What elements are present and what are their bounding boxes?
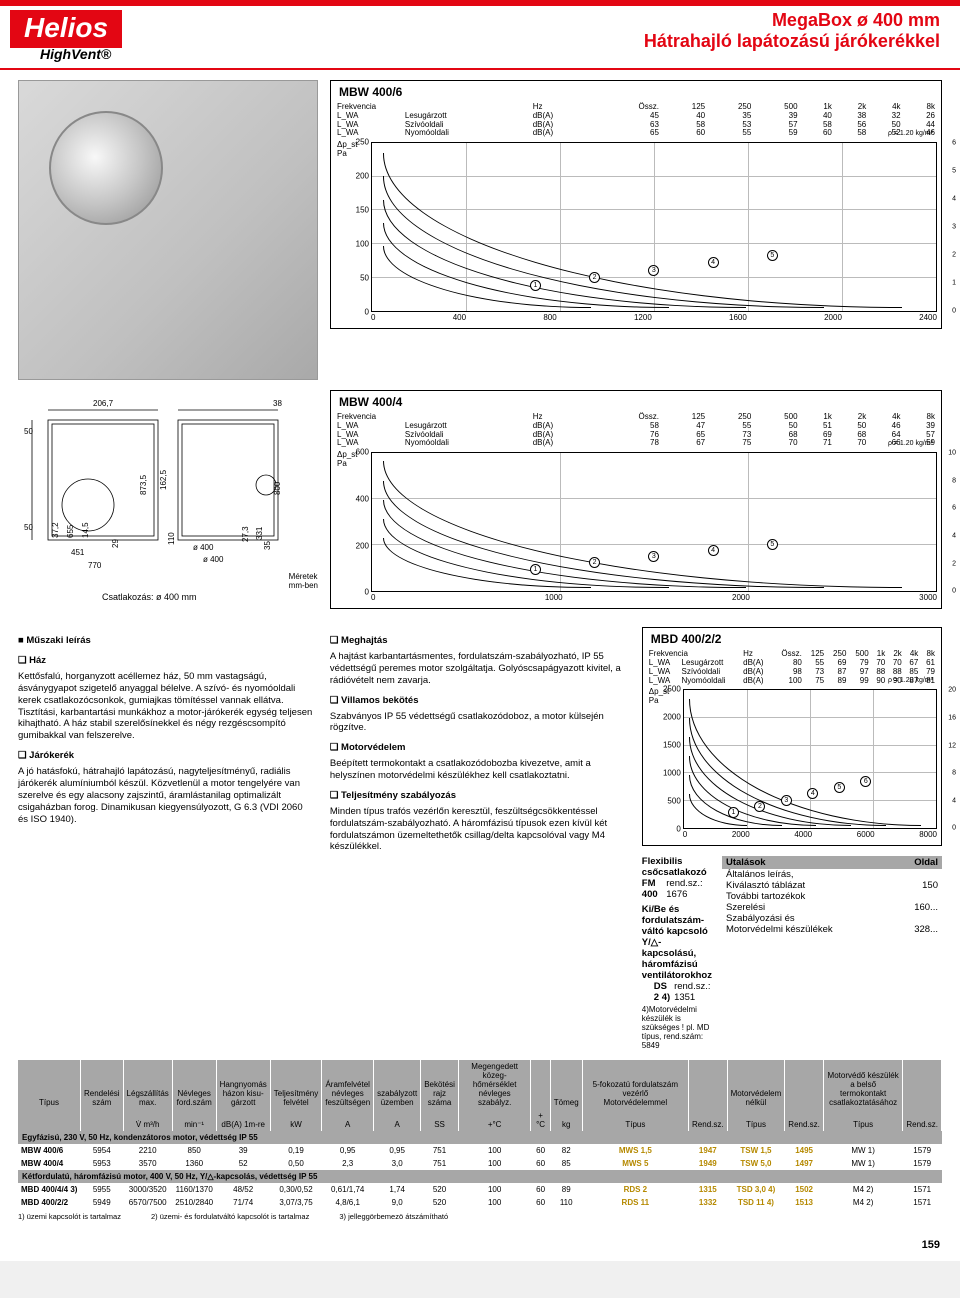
flex-accessories: Flexibilis csőcsatlakozó FM 400rend.sz.:…: [642, 856, 712, 1050]
jaro-body: A jó hatásfokú, hátrahajló lapátozású, n…: [18, 766, 314, 825]
svg-text:770: 770: [88, 561, 102, 570]
product-photo: [18, 80, 318, 380]
h-villamos: Villamos bekötés: [330, 695, 626, 707]
rho-label: ρ = 1.20 kg/m³: [888, 677, 933, 684]
y-axis-label: Δp_st Pa: [337, 140, 357, 158]
chart-title: MBW 400/4: [339, 395, 937, 409]
freq-table-1: FrekvenciaHzÖssz.1252505001k2k4k8kL_WALe…: [335, 103, 937, 138]
x-axis: 04008001200160020002400: [371, 312, 937, 322]
svg-text:14,5: 14,5: [81, 522, 90, 538]
tech-col-2: Meghajtás A hajtást karbantartásmentes, …: [330, 627, 626, 1050]
h-telj: Teljesítmény szabályozás: [330, 790, 626, 802]
vill-body: Szabványos IP 55 védettségű csatlakozódo…: [330, 711, 626, 735]
rho-label: ρ = 1.20 kg/m³: [888, 130, 933, 137]
title-line1: MegaBox ø 400 mm: [644, 10, 940, 31]
drawing-caption: Csatlakozás: ø 400 mm: [102, 592, 197, 602]
specifications-table: TípusRendelési számLégszállítás max.Névl…: [18, 1060, 942, 1209]
logo-block: Helios HighVent®: [10, 10, 122, 62]
fn3: 3) jelleggörbemezö átszámítható: [339, 1212, 448, 1221]
x-axis: 02000400060008000: [683, 829, 937, 839]
svg-text:29: 29: [111, 539, 120, 548]
chart-plot-area: ① 230 V② 170 V③ 130 V④ 100 V⑤ 80 V c m/s…: [371, 142, 937, 312]
svg-text:38: 38: [273, 399, 282, 408]
fn2: 2) üzemi- és fordulatváltó kapcsolót is …: [151, 1212, 309, 1221]
svg-text:655: 655: [66, 524, 75, 538]
dimensional-drawing: 206,7 38 50 50 451 770 37,2 655 14,5 29 …: [18, 390, 318, 600]
ds-ref: rend.sz.: 1351: [674, 981, 712, 1003]
brand-logo: Helios: [10, 10, 122, 48]
svg-text:ø 400: ø 400: [193, 543, 214, 552]
svg-text:50: 50: [24, 427, 33, 436]
utal-h2: Oldal: [914, 857, 938, 868]
h-motorved: Motorvédelem: [330, 742, 626, 754]
units-label: Méretek mm-ben: [289, 572, 318, 590]
haz-body: Kettősfalú, horganyzott acéllemez ház, 5…: [18, 671, 314, 742]
y-axis-label: Δp_st Pa: [337, 450, 357, 468]
svg-text:50: 50: [24, 523, 33, 532]
freq-table-2: FrekvenciaHzÖssz.1252505001k2k4k8kL_WALe…: [335, 413, 937, 448]
h-meghajtas: Meghajtás: [330, 635, 626, 647]
flex-title: Flexibilis csőcsatlakozó: [642, 856, 712, 878]
svg-text:ø 400: ø 400: [203, 555, 224, 564]
page-number: 159: [0, 1233, 960, 1261]
chart-title: MBD 400/2/2: [651, 632, 937, 646]
telj-body: Minden típus trafós vezérlőn keresztül, …: [330, 806, 626, 854]
x-axis: 0100020003000: [371, 592, 937, 602]
chart-mbw400-6: MBW 400/6 FrekvenciaHzÖssz.1252505001k2k…: [330, 80, 942, 329]
svg-text:35: 35: [263, 541, 272, 550]
chart-plot-area: ① 230 V② 170 V③ 130 V④ 100 V⑤ 80 V c m/s…: [371, 452, 937, 592]
svg-text:800: 800: [273, 481, 282, 495]
fm-ref: rend.sz.: 1676: [666, 878, 712, 900]
motor-body: Beépített termokontakt a csatlakozódoboz…: [330, 758, 626, 782]
page-title: MegaBox ø 400 mm Hátrahajló lapátozású j…: [644, 10, 940, 51]
kibe-text: Ki/Be és fordulatszám-váltó kapcsoló Y/△…: [642, 904, 712, 981]
h-jarokerek: Járókerék: [18, 750, 314, 762]
note4: 4)Motorvédelmi készülék is szükséges ! p…: [642, 1005, 712, 1050]
tech-col-1: Műszaki leírás Ház Kettősfalú, horganyzo…: [18, 627, 314, 1050]
chart-mbw400-4: MBW 400/4 FrekvenciaHzÖssz.1252505001k2k…: [330, 390, 942, 609]
svg-text:110: 110: [167, 532, 176, 545]
title-line2: Hátrahajló lapátozású járókerékkel: [644, 31, 940, 52]
megh-body: A hajtást karbantartásmentes, fordulatsz…: [330, 651, 626, 687]
rho-label: ρ = 1.20 kg/m³: [888, 440, 933, 447]
svg-text:27,3: 27,3: [241, 526, 250, 542]
svg-text:873,5: 873,5: [139, 474, 148, 495]
utal-h: Utalások: [726, 857, 766, 868]
chart-mbd400-2-2: MBD 400/2/2 FrekvenciaHzÖssz.1252505001k…: [642, 627, 942, 846]
svg-text:206,7: 206,7: [93, 399, 114, 408]
footnotes: 1) üzemi kapcsolót is tartalmaz 2) üzemi…: [18, 1212, 942, 1221]
svg-text:37,2: 37,2: [51, 522, 60, 538]
h-haz: Ház: [18, 655, 314, 667]
ds-label: DS 2 4): [642, 981, 674, 1003]
brand-subtitle: HighVent®: [40, 46, 122, 62]
fn1: 1) üzemi kapcsolót is tartalmaz: [18, 1212, 121, 1221]
chart-plot-area: ① △ 400 V② △ 280 V③ Y 400 V④ △ 200 V⑤ Y …: [683, 689, 937, 829]
svg-text:162,5: 162,5: [159, 469, 168, 490]
fm-label: FM 400: [642, 878, 666, 900]
references-box: UtalásokOldal Általános leírás,Kiválaszt…: [722, 856, 942, 1050]
svg-text:331: 331: [255, 526, 264, 540]
svg-text:451: 451: [71, 548, 85, 557]
chart-title: MBW 400/6: [339, 85, 937, 99]
h-muszaki: Műszaki leírás: [18, 635, 314, 647]
